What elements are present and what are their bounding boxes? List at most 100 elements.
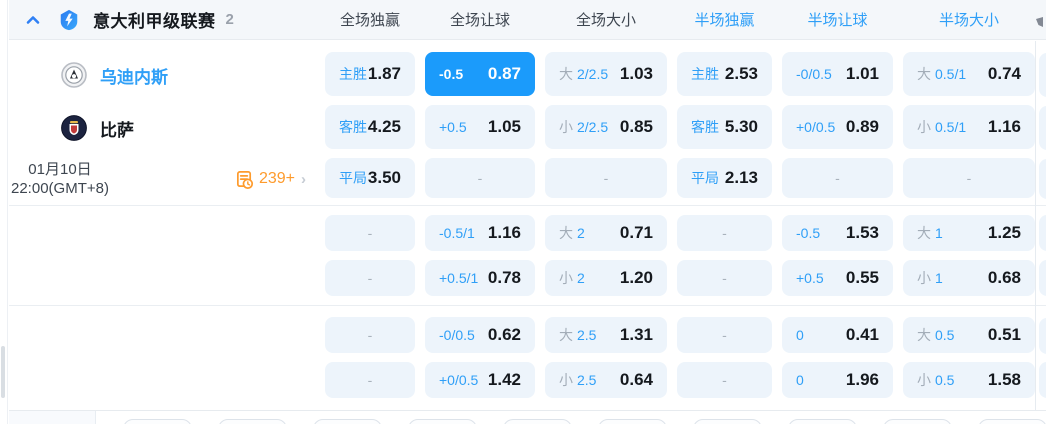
odds-value: 1.53 [845,223,879,242]
odds-cell[interactable]: -0/0.5 1.01 [782,52,893,96]
odds-cell[interactable]: 小 2 1.20 [545,260,667,296]
odds-cell[interactable]: 小 2.5 0.64 [545,362,667,398]
over-under-prefix: 大 [917,327,931,343]
odds-label: -0/0.5 [439,327,475,343]
more-markets-link[interactable]: 239+ › [235,170,306,189]
dash: - [367,225,373,241]
odds-cell[interactable]: 大 1 1.25 [903,215,1035,251]
cutoff-pill-button[interactable] [598,419,667,424]
odds-value: 1.96 [845,370,879,389]
league-title: 意大利甲级联赛 [93,12,216,31]
odds-cell[interactable]: 平局 3.50 [325,158,415,198]
odds-value: 5.30 [724,117,758,136]
collapse-league-button[interactable] [22,9,44,31]
cutoff-pill-button[interactable] [883,419,952,424]
odds-label: -0.5/1 [439,225,475,241]
odds-cell-empty: - [325,215,415,251]
cutoff-pill-button[interactable] [788,419,857,424]
odds-cell[interactable]: +0.5 0.55 [782,260,893,296]
odds-cell[interactable]: 大 2/2.5 1.03 [545,52,667,96]
odds-cell[interactable]: 主胜 1.87 [325,52,415,96]
odds-value: 1.58 [987,370,1021,389]
away-team-name[interactable]: 比萨 [100,120,134,140]
odds-cell[interactable]: 平局 2.13 [677,158,772,198]
cutoff-pill-button[interactable] [123,419,192,424]
over-under-prefix: 大 [917,66,931,82]
odds-cell[interactable]: -0.5 1.53 [782,215,893,251]
odds-label: 大 2/2.5 [559,66,609,82]
odds-cell[interactable]: 大 0.5/1 0.74 [903,52,1035,96]
dash: - [722,225,727,241]
odds-value: 1.01 [845,64,879,83]
odds-value: 2.53 [724,64,758,83]
home-team-name[interactable]: 乌迪内斯 [100,67,168,87]
odds-cell-empty: - [325,317,415,353]
odds-cell-empty: - [677,260,772,296]
odds-cell[interactable]: +0/0.5 0.89 [782,105,893,149]
odds-cell[interactable]: 客胜 4.25 [325,105,415,149]
odds-value: 0.89 [845,117,879,136]
odds-label: 大 0.5 [917,327,955,343]
dash: - [367,372,373,388]
home-team-logo [61,62,87,88]
cutoff-pill-button[interactable] [693,419,762,424]
cutoff-column [1035,41,1046,410]
cutoff-pill-button[interactable] [218,419,287,424]
cutoff-pill-button[interactable] [313,419,382,424]
odds-row: 平局 3.50- - 平局 2.13- - [325,158,1046,198]
odds-cell-empty: - [325,260,415,296]
odds-cell[interactable]: 0 1.96 [782,362,893,398]
odds-label: 0 [796,327,804,343]
odds-row: - +0.5/1 0.78 小 2 1.20 - +0.5 0.55 小 1 0.68 [325,260,1046,296]
odds-cell[interactable]: 大 2 0.71 [545,215,667,251]
odds-cell[interactable]: 客胜 5.30 [677,105,772,149]
odds-label: 小 2/2.5 [559,119,609,135]
odds-cell[interactable]: 小 0.5/1 1.16 [903,105,1035,149]
odds-label: 主胜 [691,66,719,82]
odds-cell-selected[interactable]: -0.5 0.87 [425,52,535,96]
odds-cell-empty: - [425,158,535,198]
odds-cell-empty: - [782,158,893,198]
cutoff-odds-cell [1039,215,1046,251]
odds-cell[interactable]: 小 0.5 1.58 [903,362,1035,398]
over-under-prefix: 小 [559,270,573,286]
odds-value: 0.74 [987,64,1021,83]
match-date: 01月10日 [28,161,92,178]
cutoff-pill-button[interactable] [978,419,1046,424]
match-datetime: 01月10日 22:00(GMT+8) [9,160,109,198]
odds-value: 1.20 [619,268,653,287]
odds-cell[interactable]: +0/0.5 1.42 [425,362,535,398]
odds-cell[interactable]: -0.5/1 1.16 [425,215,535,251]
scrollbar-thumb[interactable] [1,346,5,398]
cutoff-pill-button[interactable] [503,419,572,424]
left-gutter [0,0,8,424]
odds-label: +0.5 [796,270,824,286]
odds-cell[interactable]: +0.5/1 0.78 [425,260,535,296]
odds-value: 1.16 [487,223,521,242]
odds-label: +0/0.5 [796,119,836,135]
odds-cell[interactable]: 大 2.5 1.31 [545,317,667,353]
home-team-row: 乌迪内斯 [9,53,316,97]
match-meta-row: 01月10日 22:00(GMT+8) 239+ › [9,159,316,199]
dash: - [603,170,609,186]
odds-cell[interactable]: 0 0.41 [782,317,893,353]
odds-group-main: 主胜 1.87 -0.5 0.87 大 2/2.5 1.03 主胜 2.53 -0/0.5 1.01… [9,40,1046,206]
odds-cell[interactable]: 大 0.5 0.51 [903,317,1035,353]
odds-cell[interactable]: +0.5 1.05 [425,105,535,149]
odds-cell[interactable]: 小 1 0.68 [903,260,1035,296]
dash: - [835,170,840,186]
odds-value: 0.51 [987,325,1021,344]
odds-label: +0.5/1 [439,270,479,286]
over-under-prefix: 大 [559,225,573,241]
over-under-prefix: 大 [559,66,573,82]
odds-cell[interactable]: -0/0.5 0.62 [425,317,535,353]
column-header: 全场大小 [575,12,636,29]
odds-cell[interactable]: 主胜 2.53 [677,52,772,96]
odds-cell[interactable]: 小 2/2.5 0.85 [545,105,667,149]
dash: - [367,327,373,343]
cutoff-pill-button[interactable] [408,419,477,424]
odds-label: +0/0.5 [439,372,479,388]
column-header: 半场大小 [938,12,999,29]
